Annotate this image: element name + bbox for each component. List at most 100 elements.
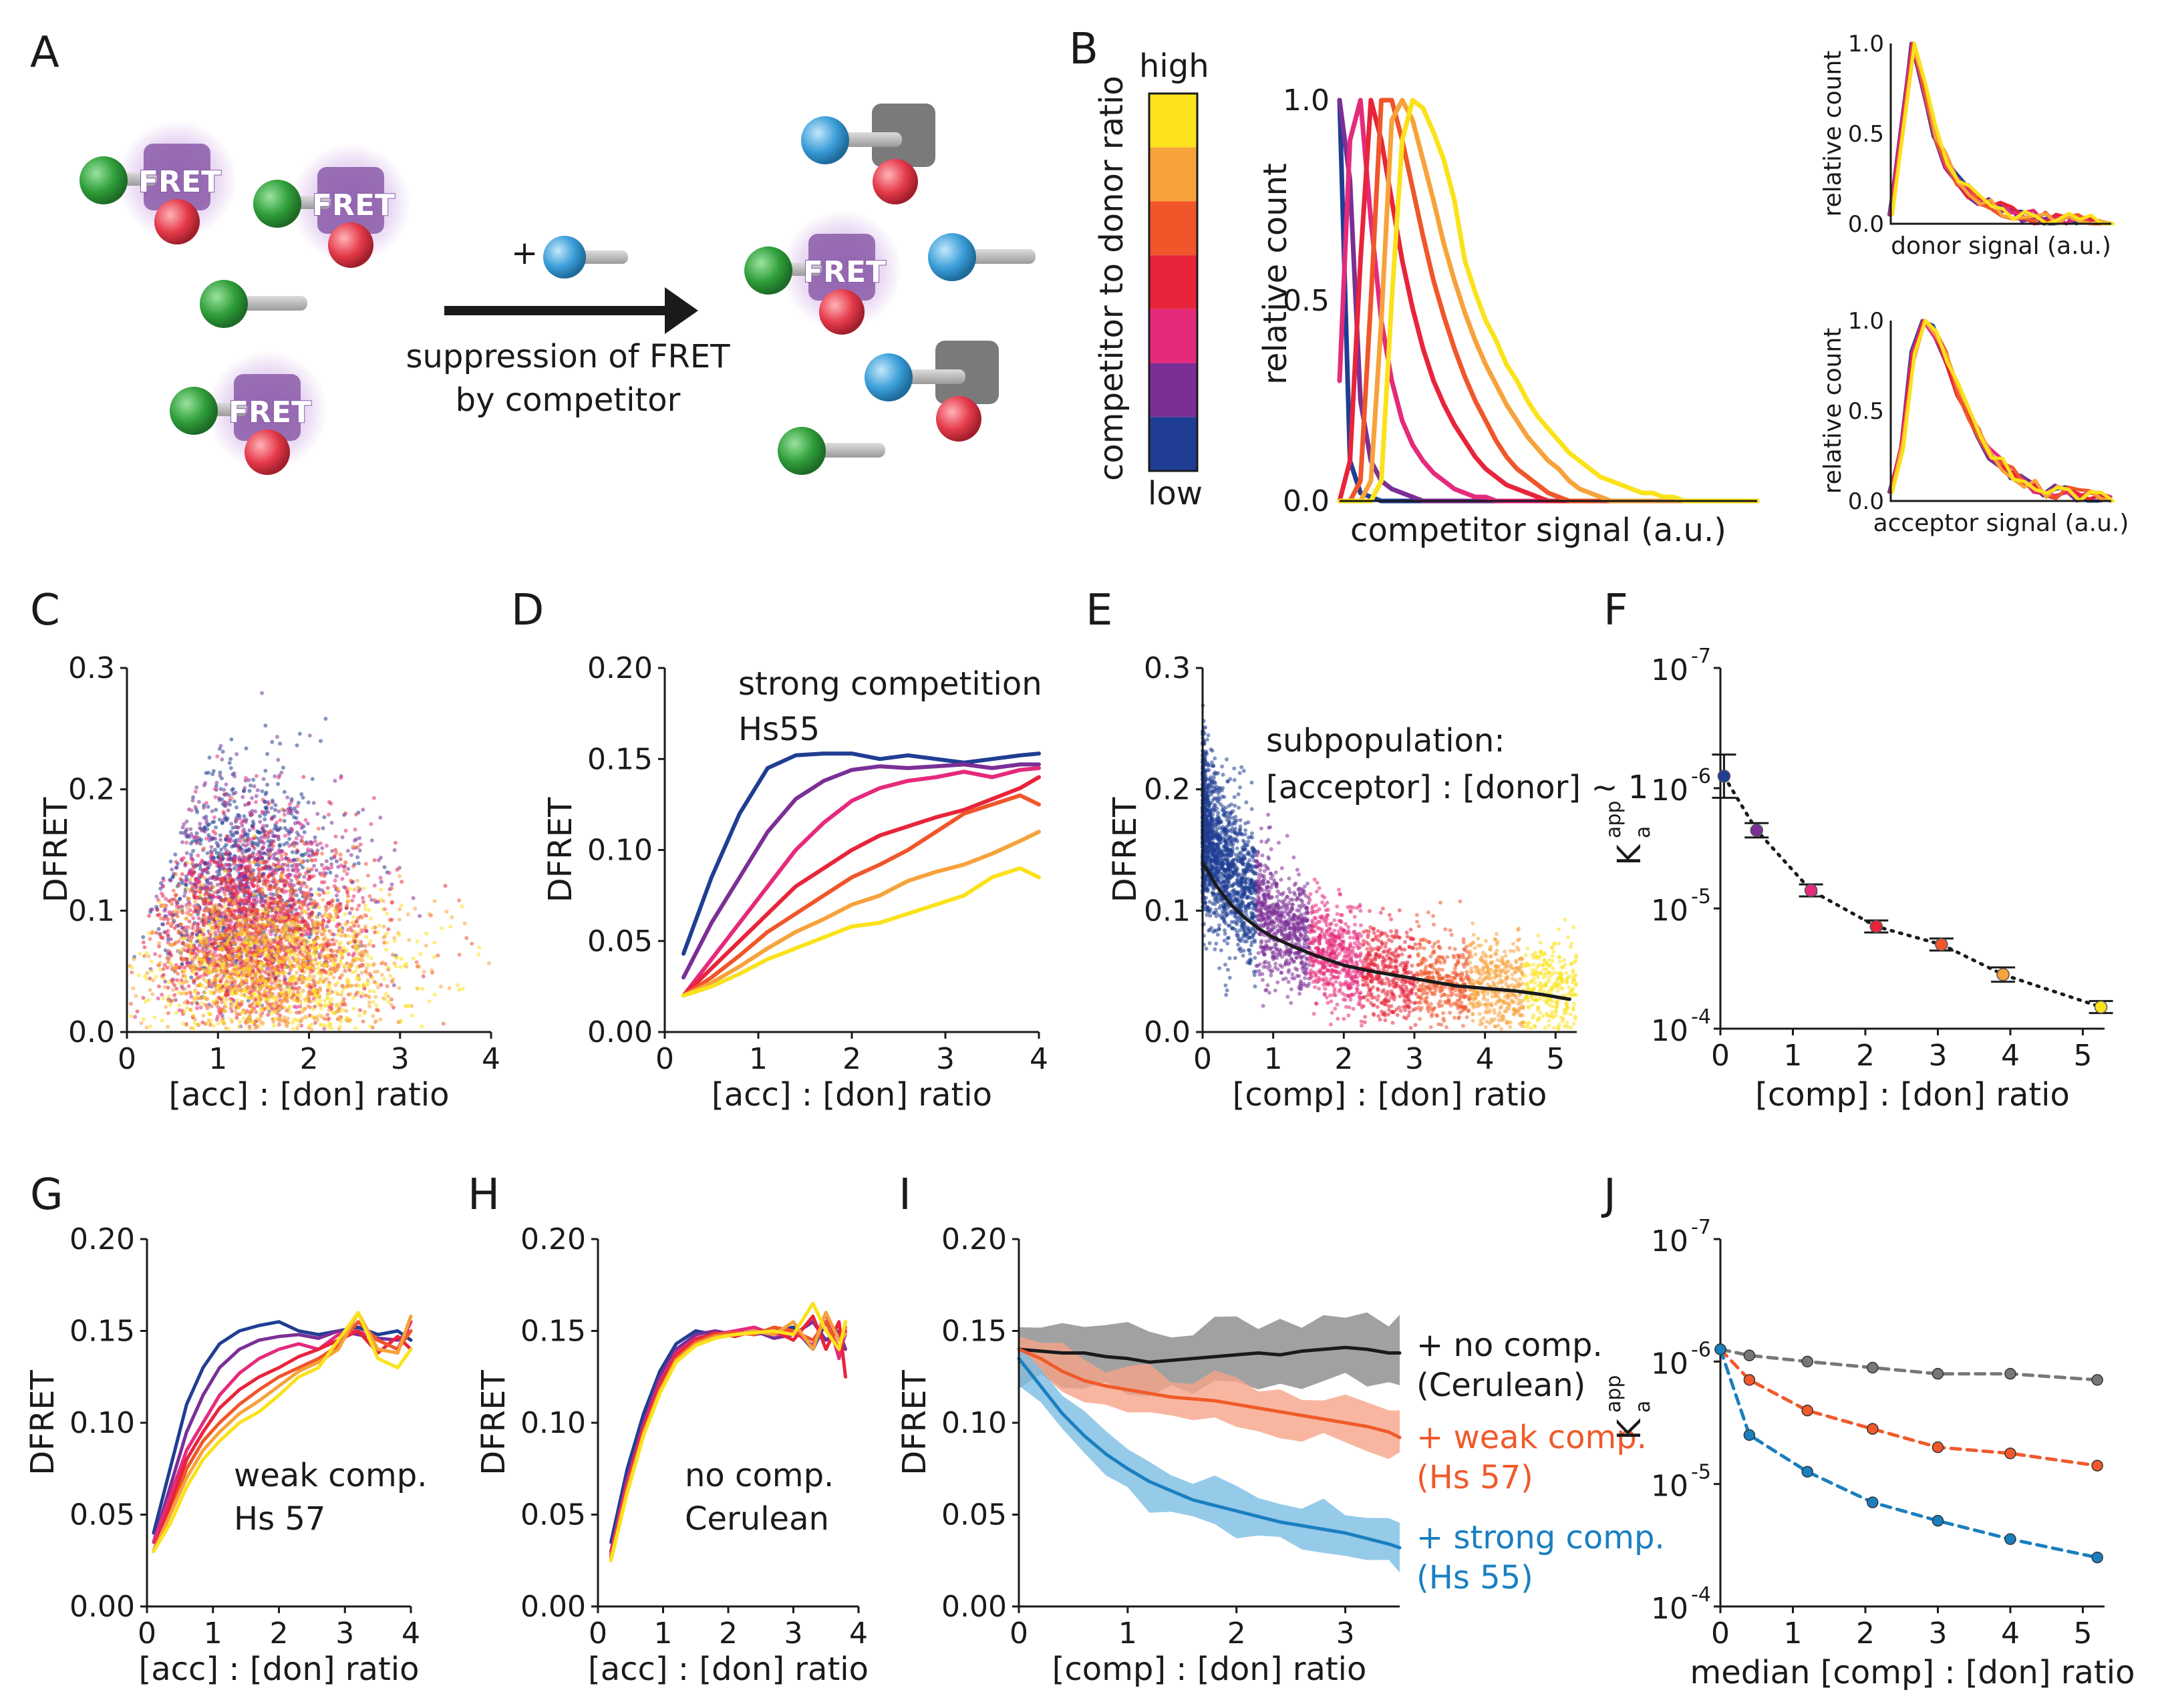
- scatter-point: [350, 970, 355, 975]
- scatter-point: [279, 1002, 283, 1007]
- scatter-point: [345, 1016, 349, 1020]
- scatter-point: [242, 818, 247, 823]
- scatter-point: [333, 963, 337, 967]
- scatter-point: [182, 991, 186, 995]
- scatter-point: [226, 911, 231, 916]
- scatter-point: [169, 953, 174, 958]
- scatter-point: [235, 923, 240, 927]
- scatter-point: [439, 985, 444, 989]
- scatter-point: [223, 972, 228, 977]
- scatter-point: [218, 770, 222, 775]
- scatter-point: [321, 890, 326, 895]
- scatter-point: [223, 804, 228, 808]
- scatter-point: [266, 899, 271, 904]
- free-competitor-1: [928, 233, 1036, 281]
- scatter-point: [356, 990, 361, 995]
- scatter-point: [165, 956, 170, 961]
- scatter-point: [201, 944, 206, 949]
- scatter-point: [186, 984, 191, 989]
- scatter-point: [194, 785, 199, 790]
- scatter-point: [198, 1005, 203, 1010]
- scatter-point: [291, 920, 295, 925]
- scatter-point: [130, 965, 134, 970]
- scatter-point: [172, 993, 177, 997]
- scatter-point: [202, 806, 206, 810]
- scatter-point: [379, 973, 384, 977]
- scatter-point: [379, 880, 383, 884]
- competitor-added: +: [511, 234, 628, 279]
- scatter-point: [310, 777, 315, 782]
- scatter-point: [267, 985, 272, 989]
- scatter-point: [216, 889, 220, 893]
- scatter-point: [220, 820, 224, 825]
- scatter-point: [218, 838, 223, 842]
- scatter-point: [235, 899, 240, 904]
- scatter-point: [326, 890, 331, 895]
- scatter-point: [398, 874, 402, 878]
- scatter-point: [160, 894, 165, 898]
- scatter-point: [394, 840, 398, 845]
- scatter-point: [244, 966, 249, 970]
- scatter-point: [270, 914, 275, 918]
- competitor-sphere: [543, 236, 586, 279]
- scatter-point: [313, 999, 317, 1003]
- scatter-point: [344, 985, 349, 990]
- scatter-point: [199, 838, 204, 842]
- scatter-point: [309, 842, 313, 846]
- scatter-point: [313, 948, 317, 952]
- scatter-point: [259, 968, 264, 972]
- scatter-point: [254, 940, 259, 945]
- scatter-point: [206, 804, 210, 809]
- scatter-point: [298, 1001, 303, 1005]
- scatter-point: [402, 963, 407, 967]
- scatter-point: [156, 926, 161, 931]
- scatter-point: [328, 991, 333, 995]
- scatter-point: [291, 840, 296, 845]
- scatter-point: [209, 852, 214, 857]
- scatter-point: [345, 977, 349, 982]
- scatter-point: [181, 957, 186, 961]
- scatter-point: [323, 928, 327, 933]
- scatter-point: [252, 892, 257, 897]
- scatter-point: [198, 822, 202, 826]
- scatter-point: [229, 879, 234, 884]
- colorbar-swatch: [1149, 309, 1197, 363]
- scatter-point: [188, 827, 193, 832]
- scatter-point: [337, 1009, 341, 1014]
- scatter-point: [259, 835, 264, 840]
- scatter-point: [269, 828, 273, 833]
- scatter-point: [1273, 961, 1278, 966]
- scatter-point: [241, 830, 245, 834]
- scatter-point: [357, 903, 361, 908]
- scatter-point: [324, 904, 328, 909]
- x-tick-label: 1: [749, 1042, 768, 1076]
- scatter-point: [250, 1005, 255, 1010]
- scatter-point: [309, 887, 313, 892]
- scatter-point: [206, 1011, 211, 1015]
- acceptor-sphere: [936, 396, 981, 442]
- scatter-point: [269, 979, 273, 983]
- scatter-point: [317, 993, 321, 997]
- scatter-point: [161, 996, 166, 1001]
- scatter-point: [230, 906, 235, 911]
- scatter-point: [388, 918, 392, 922]
- scatter-point: [204, 866, 209, 871]
- scatter-point: [319, 1006, 323, 1011]
- scatter-point: [363, 906, 367, 911]
- scatter-point: [338, 951, 343, 956]
- scatter-point: [316, 1002, 321, 1007]
- scatter-point: [260, 866, 265, 871]
- scatter-point: [146, 954, 151, 959]
- scatter-point: [287, 844, 291, 848]
- scatter-point: [276, 979, 281, 983]
- scatter-point: [218, 886, 223, 890]
- scatter-point: [251, 778, 256, 782]
- scatter-point: [251, 995, 255, 999]
- scatter-point: [1332, 928, 1337, 933]
- scatter-point: [216, 973, 221, 977]
- scatter-point: [292, 942, 297, 947]
- scatter-point: [153, 952, 158, 957]
- y-tick-label: 0.0: [1283, 484, 1330, 518]
- scatter-point: [378, 1017, 383, 1022]
